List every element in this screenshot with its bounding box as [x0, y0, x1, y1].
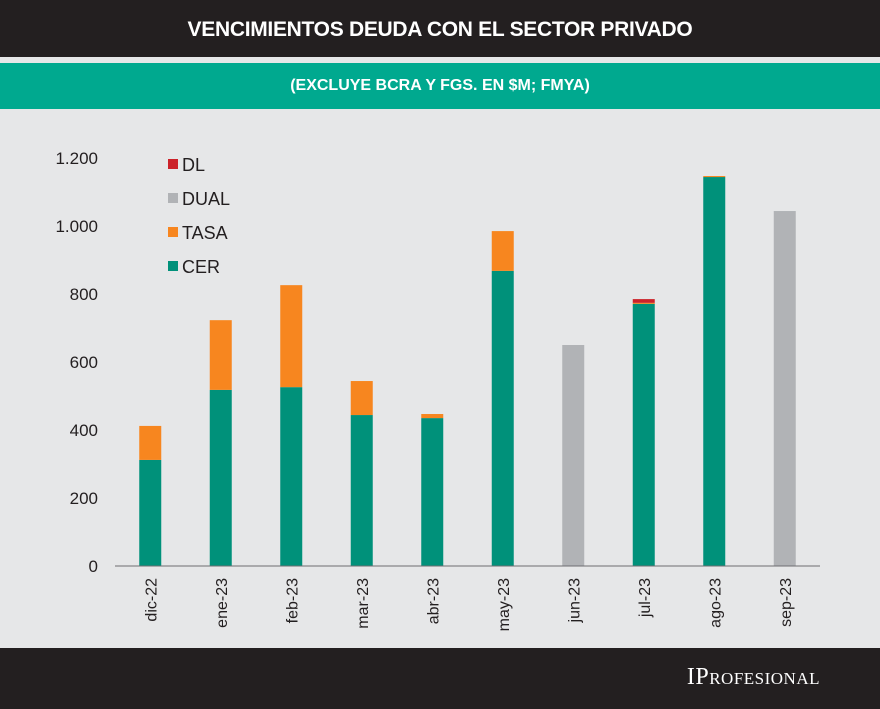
- x-tick-label: sep-23: [778, 578, 795, 627]
- bar-cer-ago-23: [703, 177, 726, 567]
- bar-tasa-may-23: [491, 231, 514, 271]
- bar-tasa-dic-22: [139, 425, 162, 460]
- x-tick-label: mar-23: [355, 578, 372, 629]
- y-tick-label: 200: [70, 489, 98, 508]
- legend-label-dl: DL: [182, 155, 205, 175]
- y-tick-label: 1.200: [55, 149, 98, 168]
- legend-swatch-dual: [168, 193, 178, 203]
- x-tick-label: may-23: [496, 578, 513, 631]
- bar-cer-jul-23: [632, 303, 655, 566]
- legend-label-tasa: TASA: [182, 223, 228, 243]
- legend-label-dual: DUAL: [182, 189, 230, 209]
- bar-dl-jul-23: [632, 299, 655, 303]
- x-tick-label: ago-23: [707, 578, 724, 628]
- bar-tasa-mar-23: [350, 381, 373, 416]
- bar-tasa-ago-23: [703, 176, 726, 178]
- y-tick-label: 600: [70, 353, 98, 372]
- bar-cer-mar-23: [350, 415, 373, 566]
- x-tick-label: abr-23: [425, 578, 442, 624]
- footer: IProfesional: [0, 648, 880, 709]
- x-tick-label: ene-23: [214, 578, 231, 628]
- bar-tasa-abr-23: [421, 414, 444, 419]
- legend-swatch-dl: [168, 159, 178, 169]
- bar-tasa-ene-23: [209, 320, 232, 390]
- bar-cer-dic-22: [139, 459, 162, 566]
- legend-label-cer: CER: [182, 257, 220, 277]
- bar-dual-jun-23: [562, 345, 585, 566]
- y-tick-label: 0: [89, 557, 98, 576]
- x-tick-label: feb-23: [284, 578, 301, 623]
- brand-logo: IProfesional: [686, 664, 820, 690]
- bar-cer-abr-23: [421, 418, 444, 566]
- x-tick-label: jun-23: [566, 578, 583, 624]
- x-tick-label: dic-22: [143, 578, 160, 622]
- bar-cer-ene-23: [209, 389, 232, 566]
- chart-title: VENCIMIENTOS DEUDA CON EL SECTOR PRIVADO: [0, 0, 880, 57]
- legend-swatch-cer: [168, 261, 178, 271]
- bar-dual-sep-23: [773, 211, 796, 567]
- chart-subtitle: (EXCLUYE BCRA Y FGS. EN $M; FMYA): [0, 63, 880, 109]
- y-tick-label: 800: [70, 285, 98, 304]
- bar-cer-may-23: [491, 270, 514, 566]
- bar-cer-feb-23: [280, 387, 303, 566]
- x-tick-label: jul-23: [637, 578, 654, 618]
- y-tick-label: 400: [70, 421, 98, 440]
- legend-swatch-tasa: [168, 227, 178, 237]
- bar-tasa-feb-23: [280, 285, 303, 388]
- bar-tasa-jul-23: [632, 302, 655, 304]
- y-tick-label: 1.000: [55, 217, 98, 236]
